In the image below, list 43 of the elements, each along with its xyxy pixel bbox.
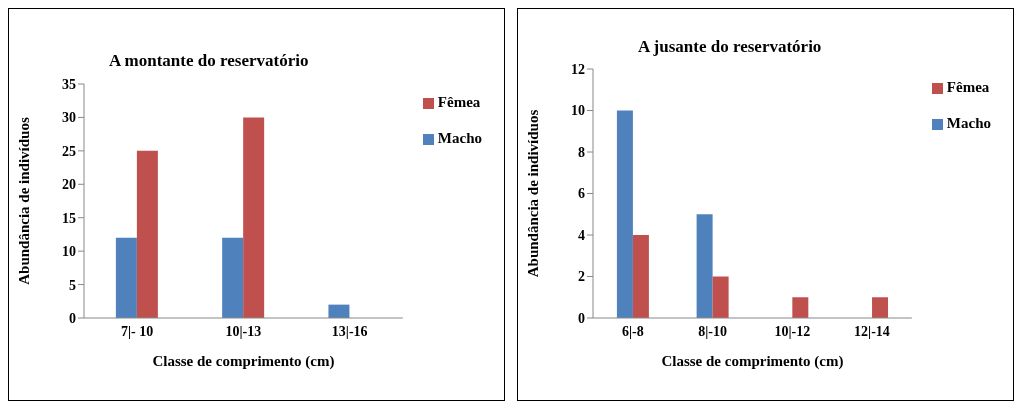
- y-tick-label: 12: [571, 61, 585, 77]
- bar: [872, 297, 889, 318]
- y-tick-label: 4: [578, 227, 585, 243]
- x-tick-label: 8|-10: [698, 323, 727, 339]
- bar: [712, 276, 729, 318]
- bar: [792, 297, 809, 318]
- x-tick-label: 6|-8: [621, 323, 644, 339]
- legend-label: Macho: [437, 130, 482, 146]
- x-tick-label: 13|-16: [331, 323, 368, 339]
- x-axis-title: Classe de comprimento (cm): [661, 353, 844, 370]
- bar: [616, 110, 633, 318]
- bar: [222, 237, 244, 318]
- y-tick-label: 8: [578, 144, 585, 160]
- y-tick-label: 5: [69, 277, 76, 293]
- legend-label: Macho: [946, 115, 991, 131]
- x-axis-title: Classe de comprimento (cm): [152, 353, 335, 370]
- bar: [328, 304, 350, 318]
- bar: [115, 237, 137, 318]
- x-tick-label: 12|-14: [854, 323, 890, 339]
- y-tick-label: 2: [578, 269, 585, 285]
- x-tick-label: 10|-13: [225, 323, 262, 339]
- x-tick-label: 10|-12: [774, 323, 811, 339]
- bar: [696, 214, 713, 318]
- y-axis-title: Abundância de indivíduos: [525, 109, 542, 278]
- x-tick-label: 7|- 10: [121, 323, 154, 339]
- y-tick-label: 0: [69, 310, 76, 326]
- chart-title: A jusante do reservatório: [638, 37, 822, 57]
- y-tick-label: 15: [62, 210, 76, 226]
- y-tick-label: 10: [571, 103, 585, 119]
- legend-label: Fêmea: [946, 79, 990, 95]
- y-tick-label: 10: [62, 244, 76, 260]
- chart-title: A montante do reservatório: [109, 51, 309, 71]
- y-tick-label: 6: [578, 186, 585, 202]
- y-tick-label: 25: [62, 143, 76, 159]
- y-tick-label: 20: [62, 177, 76, 193]
- y-axis-title: Abundância de indivíduos: [16, 117, 33, 285]
- bar: [632, 235, 649, 318]
- bar: [136, 150, 158, 318]
- bar: [243, 117, 265, 318]
- y-tick-label: 35: [62, 76, 76, 92]
- legend-label: Fêmea: [437, 94, 481, 110]
- y-tick-label: 30: [62, 110, 76, 126]
- y-tick-label: 0: [578, 310, 585, 326]
